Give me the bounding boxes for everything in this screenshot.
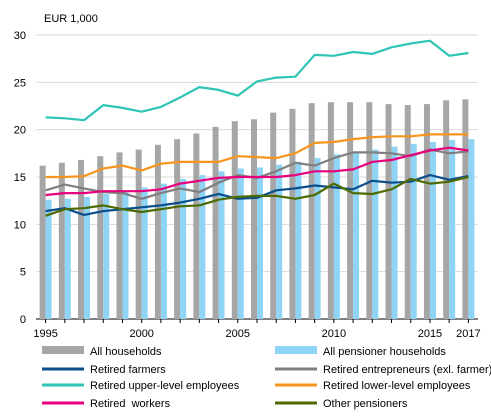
bar-all-pensioner-households <box>218 171 225 319</box>
bar-all-pensioner-households <box>45 199 52 319</box>
legend-label: Retired workers <box>90 398 171 410</box>
bar-all-households <box>78 159 85 319</box>
bar-all-households <box>327 102 334 319</box>
legend-label: Retired entrepreneurs (exl. farmer) <box>323 364 491 376</box>
bar-all-pensioner-households <box>141 187 148 319</box>
bar-all-pensioner-households <box>103 194 110 319</box>
y-tick-label: 25 <box>14 77 26 89</box>
bar-all-pensioner-households <box>295 161 302 319</box>
line-series-5 <box>45 175 469 217</box>
bar-all-households <box>385 104 392 320</box>
bar-all-pensioner-households <box>64 198 71 319</box>
bar-all-households <box>116 152 123 319</box>
line-series-0 <box>45 174 469 216</box>
bar-all-households <box>231 121 238 319</box>
series-lines <box>45 39 469 217</box>
bar-all-pensioner-households <box>237 168 244 319</box>
y-tick-label: 15 <box>14 172 26 184</box>
x-tick-label: 2000 <box>129 328 153 340</box>
bar-all-pensioner-households <box>84 196 91 319</box>
bar-all-households <box>308 103 315 319</box>
bar-all-households <box>251 119 257 320</box>
legend-swatch <box>275 346 317 354</box>
bar-all-households <box>135 149 142 319</box>
legend-label: Retired lower-level employees <box>323 380 471 392</box>
legend-swatch <box>42 346 84 354</box>
y-tick-label: 5 <box>20 267 26 279</box>
bar-all-households <box>58 162 65 319</box>
bar-all-households <box>347 102 354 319</box>
y-tick-label: 10 <box>14 219 26 231</box>
y-tick-label: 0 <box>20 314 26 326</box>
bar-all-pensioner-households <box>122 190 129 319</box>
axes: 0 5 10 15 20 25 30 1995 2000 2005 2010 2015 2017 <box>14 30 481 340</box>
line-series-4 <box>45 146 469 197</box>
bar-all-households <box>366 102 373 319</box>
y-tick-label: 20 <box>14 125 26 137</box>
bars <box>39 99 475 320</box>
legend-label: All pensioner households <box>323 346 446 358</box>
bar-all-pensioner-households <box>353 152 360 319</box>
legend-label: Other pensioners <box>323 398 408 410</box>
line-series-3 <box>45 133 469 179</box>
bar-all-pensioner-households <box>449 140 456 319</box>
bar-all-households <box>174 139 181 319</box>
bar-all-households <box>443 100 450 319</box>
bar-all-pensioner-households <box>410 143 417 319</box>
y-tick-label: 30 <box>14 30 26 42</box>
bar-all-pensioner-households <box>180 178 187 319</box>
x-tick-label: 2017 <box>456 328 480 340</box>
x-tick-label: 2010 <box>322 328 346 340</box>
y-axis-label: EUR 1,000 <box>44 13 98 25</box>
bar-all-households <box>423 104 430 320</box>
x-tick-label: 2005 <box>226 328 250 340</box>
bar-all-pensioner-households <box>257 167 263 319</box>
legend: All households All pensioner households Re… <box>42 346 491 410</box>
bar-all-pensioner-households <box>314 158 321 319</box>
legend-label: Retired farmers <box>90 364 166 376</box>
bar-all-pensioner-households <box>429 141 436 319</box>
bar-all-households <box>270 112 277 319</box>
bar-all-pensioner-households <box>276 164 283 319</box>
bar-all-households <box>404 105 411 319</box>
bar-all-households <box>97 156 104 319</box>
bar-all-households <box>462 99 469 319</box>
bar-all-pensioner-households <box>372 149 379 319</box>
bar-all-pensioner-households <box>199 175 206 319</box>
bar-all-pensioner-households <box>160 183 167 319</box>
legend-label: Retired upper-level employees <box>90 380 240 392</box>
bar-all-pensioner-households <box>333 154 340 319</box>
x-tick-label: 2015 <box>418 328 442 340</box>
bar-all-households <box>39 165 46 319</box>
bar-all-households <box>212 126 219 320</box>
line-series-2 <box>45 39 469 122</box>
bar-all-households <box>193 133 200 319</box>
bar-all-households <box>289 108 296 319</box>
legend-label: All households <box>90 346 162 358</box>
bar-all-households <box>154 144 161 319</box>
x-tick-label: 1995 <box>33 328 57 340</box>
bar-all-pensioner-households <box>391 146 398 319</box>
bar-all-pensioner-households <box>468 139 475 319</box>
